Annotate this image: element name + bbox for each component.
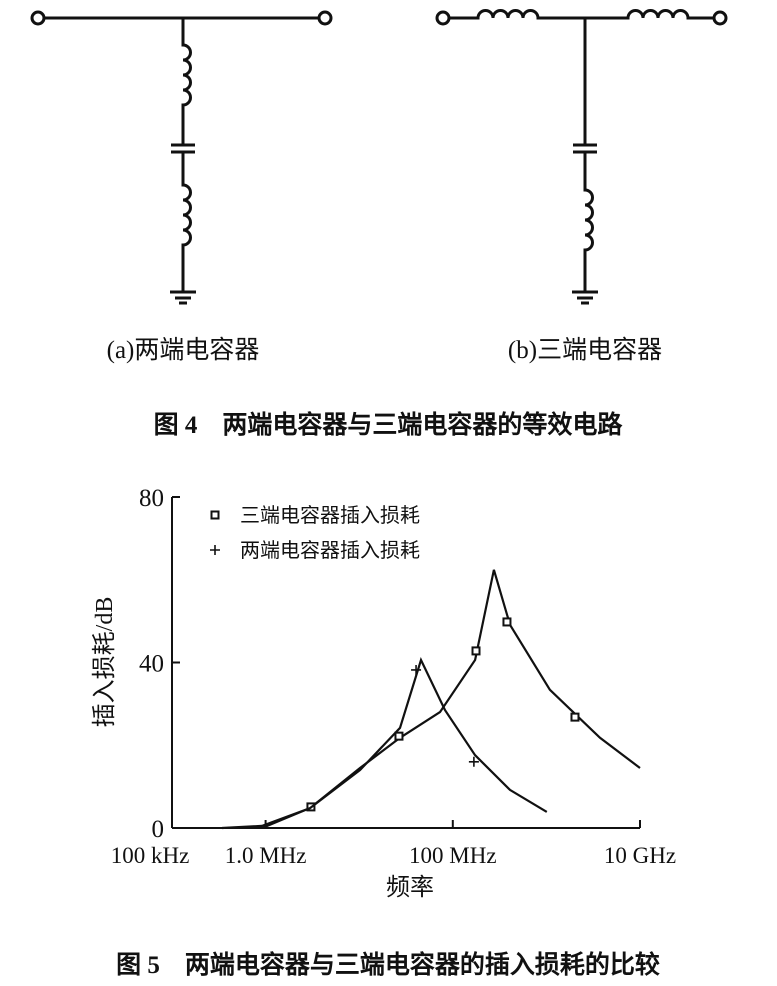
circuit-b [435, 9, 728, 305]
marker-plus [468, 756, 479, 767]
x-tick-label: 100 MHz [409, 843, 497, 868]
marker-square [570, 712, 580, 722]
marker-square [210, 510, 220, 520]
x-tick-label: 1.0 MHz [225, 843, 307, 868]
circuit-a [30, 10, 333, 305]
x-tick-label: 10 GHz [604, 843, 676, 868]
y-tick-label: 0 [152, 816, 165, 843]
terminal [317, 10, 333, 26]
y-axis-label: 插入损耗/dB [91, 597, 118, 728]
marker-plus [210, 545, 220, 555]
marker-square [394, 731, 404, 741]
figure-caption: 图 4 两端电容器与三端电容器的等效电路 [154, 410, 624, 439]
inductor [583, 152, 594, 292]
inductor [181, 152, 192, 292]
figure-caption: 图 5 两端电容器与三端电容器的插入损耗的比较 [116, 950, 660, 979]
legend-label: 两端电容器插入损耗 [240, 539, 420, 562]
terminal [30, 10, 46, 26]
circuit-label: (b)三端电容器 [508, 336, 662, 364]
circuit-label: (a)两端电容器 [107, 336, 260, 364]
x-axis-label: 频率 [386, 874, 434, 901]
legend-label: 三端电容器插入损耗 [240, 504, 420, 527]
inductor [181, 18, 192, 145]
series-line [261, 569, 641, 830]
x-tick-label: 100 kHz [111, 843, 190, 868]
terminal [712, 10, 728, 26]
marker-square [502, 617, 512, 627]
inductor [449, 9, 714, 20]
y-tick-label: 40 [139, 651, 164, 678]
marker-square [471, 646, 481, 656]
series-line [221, 656, 548, 830]
marker-plus [411, 664, 422, 675]
terminal [435, 10, 451, 26]
y-tick-label: 80 [139, 485, 164, 512]
